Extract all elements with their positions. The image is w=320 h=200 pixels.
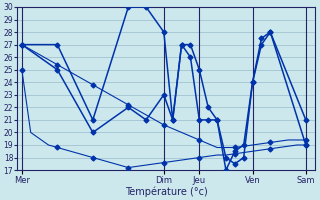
X-axis label: Température (°c): Température (°c) <box>125 186 207 197</box>
